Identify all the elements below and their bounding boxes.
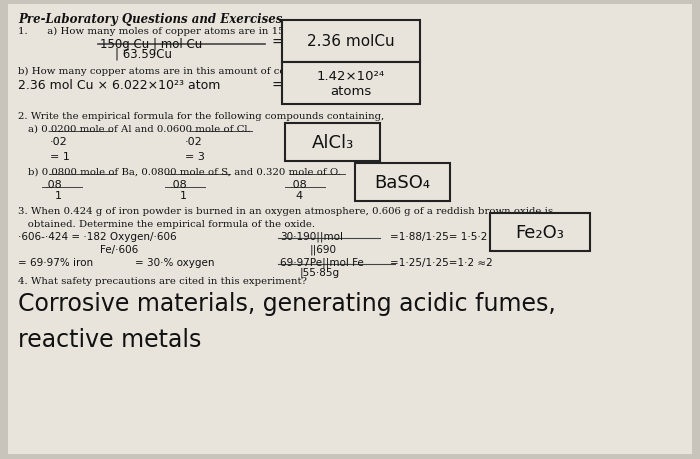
Text: =1·25/1·25=1·2 ≈2: =1·25/1·25=1·2 ≈2 [390,257,493,268]
Text: ||690: ||690 [310,245,337,255]
Text: 2.36 molCu: 2.36 molCu [307,34,395,50]
Text: ·606-·424 = ·182 Oxygen/·606: ·606-·424 = ·182 Oxygen/·606 [18,231,176,241]
Text: 1.      a) How many moles of copper atoms are in 150 g of copper metal?: 1. a) How many moles of copper atoms are… [18,27,390,36]
Text: Pre-Laboratory Questions and Exercises: Pre-Laboratory Questions and Exercises [18,13,282,26]
Text: .08: .08 [170,179,188,190]
Text: 30·190||mol: 30·190||mol [280,231,343,242]
Text: 69·97Pe||mol Fe: 69·97Pe||mol Fe [280,257,364,268]
Text: BaSO₄: BaSO₄ [374,174,430,191]
Text: AlCl₃: AlCl₃ [312,134,354,151]
Text: = 1: = 1 [50,151,70,162]
FancyBboxPatch shape [282,21,420,63]
Text: | 63.59Cu: | 63.59Cu [115,48,172,61]
Text: ·02: ·02 [185,137,203,147]
Text: = 30·% oxygen: = 30·% oxygen [135,257,214,268]
Text: =1·88/1·25= 1·5·2 ≈3: =1·88/1·25= 1·5·2 ≈3 [390,231,506,241]
Text: = 69·97% iron: = 69·97% iron [18,257,93,268]
Text: b) How many copper atoms are in this amount of copper?: b) How many copper atoms are in this amo… [18,67,315,76]
Text: 150g Cu | mol Cu: 150g Cu | mol Cu [100,38,202,51]
Text: Fe₂O₃: Fe₂O₃ [516,224,564,241]
Text: 1: 1 [55,190,62,201]
Text: = 3: = 3 [185,151,205,162]
Text: 2. Write the empirical formula for the following compounds containing,: 2. Write the empirical formula for the f… [18,112,384,121]
FancyBboxPatch shape [8,5,692,454]
Text: Fe/·606: Fe/·606 [100,245,139,254]
Text: =: = [272,79,284,93]
Text: a) 0.0200 mole of Al and 0.0600 mole of Cl.: a) 0.0200 mole of Al and 0.0600 mole of … [28,125,251,134]
Text: |55·85g: |55·85g [300,268,340,278]
Text: 3. When 0.424 g of iron powder is burned in an oxygen atmosphere, 0.606 g of a r: 3. When 0.424 g of iron powder is burned… [18,207,553,216]
Text: .08: .08 [290,179,308,190]
Text: b) 0.0800 mole of Ba, 0.0800 mole of S, and 0.320 mole of O.: b) 0.0800 mole of Ba, 0.0800 mole of S, … [28,168,341,177]
FancyBboxPatch shape [285,124,380,162]
Text: reactive metals: reactive metals [18,327,202,351]
Text: ·02: ·02 [50,137,68,147]
Text: 1: 1 [180,190,187,201]
FancyBboxPatch shape [355,164,450,202]
Text: .08: .08 [45,179,63,190]
FancyBboxPatch shape [490,213,590,252]
Text: 2.36 mol Cu × 6.022×10²³ atom: 2.36 mol Cu × 6.022×10²³ atom [18,79,220,92]
FancyBboxPatch shape [282,63,420,105]
Text: Corrosive materials, generating acidic fumes,: Corrosive materials, generating acidic f… [18,291,556,315]
Text: 1.42×10²⁴
atoms: 1.42×10²⁴ atoms [317,70,385,98]
Text: obtained. Determine the empirical formula of the oxide.: obtained. Determine the empirical formul… [18,219,315,229]
Text: 4. What safety precautions are cited in this experiment?: 4. What safety precautions are cited in … [18,276,307,285]
Text: =: = [272,36,284,50]
Text: 4: 4 [295,190,302,201]
